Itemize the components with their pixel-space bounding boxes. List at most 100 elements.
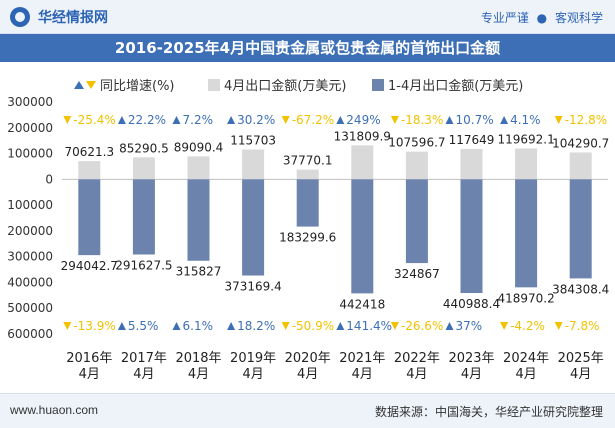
growth-arrow-ytd-up-icon <box>172 322 181 330</box>
y-tick-label: 600000 <box>7 327 53 341</box>
bar-april <box>132 157 155 180</box>
growth-arrow-ytd-down-icon <box>554 322 563 330</box>
growth-label-april: 249% <box>346 113 380 127</box>
bar-ytd <box>515 179 538 288</box>
growth-label-april: 7.2% <box>183 113 214 127</box>
footer-site-link[interactable]: www.huaon.com <box>10 403 99 417</box>
value-label-april: 119692.1 <box>497 132 554 146</box>
growth-arrow-april-down-icon <box>554 116 563 124</box>
x-tick-label-year: 2018年 <box>175 351 221 366</box>
bar-april <box>569 152 592 180</box>
bar-april <box>242 149 265 180</box>
legend-growth-down-icon <box>86 81 96 89</box>
brand-name: 华经情报网 <box>38 10 108 26</box>
y-tick-label: 300000 <box>7 250 53 264</box>
tagline: 专业严谨 ● 客观科学 <box>481 9 603 26</box>
value-label-ytd: 442418 <box>339 297 385 311</box>
value-label-april: 115703 <box>230 134 276 148</box>
x-tick-label-month: 4月 <box>242 367 263 382</box>
growth-arrow-ytd-down-icon <box>500 322 509 330</box>
y-tick-label: 500000 <box>7 301 53 315</box>
footer-bar: www.huaon.com 数据来源：中国海关，华经产业研究院整理 <box>0 393 615 428</box>
bar-ytd <box>132 179 155 255</box>
growth-label-april: -12.8% <box>565 113 607 127</box>
growth-label-ytd: 5.5% <box>128 319 158 333</box>
legend-ytd-swatch <box>372 79 384 91</box>
growth-label-april: 30.2% <box>237 113 275 127</box>
x-tick-label-year: 2022年 <box>394 351 440 366</box>
x-tick-label-month: 4月 <box>133 367 154 382</box>
value-label-april: 107596.7 <box>388 136 445 150</box>
growth-label-ytd: -13.9% <box>73 319 115 333</box>
value-label-april: 89090.4 <box>174 140 224 154</box>
bar-ytd <box>569 179 592 279</box>
growth-label-ytd: 141.4% <box>346 319 392 333</box>
tagline-separator: ● <box>536 11 548 25</box>
growth-label-ytd: -26.6% <box>401 319 443 333</box>
growth-arrow-april-up-icon <box>500 116 509 124</box>
x-tick-label-month: 4月 <box>570 367 591 382</box>
legend-april-swatch <box>208 79 220 91</box>
value-label-april: 131809.9 <box>334 129 391 143</box>
legend-ytd-label: 1-4月出口金额(万美元) <box>388 78 523 94</box>
growth-arrow-april-up-icon <box>336 116 345 124</box>
bar-april <box>296 169 319 180</box>
x-tick-label-year: 2016年 <box>66 351 112 366</box>
bar-april <box>187 156 210 180</box>
header-bar: 华经情报网 专业严谨 ● 客观科学 <box>0 0 615 34</box>
growth-arrow-ytd-up-icon <box>227 322 236 330</box>
value-label-april: 70621.3 <box>64 145 114 159</box>
x-tick-label-year: 2020年 <box>285 351 331 366</box>
value-label-ytd: 373169.4 <box>224 280 281 294</box>
growth-arrow-ytd-up-icon <box>336 322 345 330</box>
x-tick-label-month: 4月 <box>188 367 209 382</box>
y-tick-label: 100000 <box>7 198 53 212</box>
growth-arrow-ytd-up-icon <box>117 322 126 330</box>
bar-april <box>78 161 101 180</box>
growth-label-april: 4.1% <box>510 113 540 127</box>
growth-arrow-ytd-up-icon <box>445 322 454 330</box>
value-label-ytd: 324867 <box>394 267 440 281</box>
x-tick-label-month: 4月 <box>79 367 100 382</box>
x-tick-label-year: 2019年 <box>230 351 276 366</box>
growth-label-april: -18.3% <box>401 113 443 127</box>
growth-label-ytd: -7.8% <box>565 319 600 333</box>
growth-label-ytd: -50.9% <box>292 319 334 333</box>
growth-arrow-april-up-icon <box>445 116 454 124</box>
x-tick-label-year: 2021年 <box>339 351 385 366</box>
value-label-april: 104290.7 <box>552 136 609 150</box>
growth-arrow-ytd-down-icon <box>63 322 72 330</box>
y-tick-label: 0 <box>45 172 53 186</box>
bar-chart: 同比增速(%) 4月出口金额(万美元) 1-4月出口金额(万美元) 300000 200… <box>7 78 609 382</box>
x-tick-label-month: 4月 <box>352 367 373 382</box>
bar-april <box>351 145 374 180</box>
brand[interactable]: 华经情报网 <box>10 7 108 27</box>
growth-arrow-april-up-icon <box>117 116 126 124</box>
y-tick-label: 400000 <box>7 275 53 289</box>
bar-april <box>515 148 538 180</box>
x-tick-label-year: 2023年 <box>448 351 494 366</box>
legend-growth-up-icon <box>74 81 84 89</box>
growth-arrow-ytd-down-icon <box>390 322 399 330</box>
x-tick-label-month: 4月 <box>406 367 427 382</box>
growth-label-april: -25.4% <box>73 113 115 127</box>
value-label-april: 85290.5 <box>119 141 169 155</box>
value-label-ytd: 294042.7 <box>61 259 118 273</box>
x-tick-label-year: 2024年 <box>503 351 549 366</box>
value-label-ytd: 418970.2 <box>497 291 554 305</box>
bar-ytd <box>351 179 374 294</box>
chart-title: 2016-2025年4月中国贵金属或包贵金属的首饰出口金额 <box>0 34 615 62</box>
bar-ytd <box>405 179 428 264</box>
bar-ytd <box>460 179 483 294</box>
growth-arrow-april-down-icon <box>63 116 72 124</box>
growth-arrow-april-down-icon <box>390 116 399 124</box>
x-tick-label-month: 4月 <box>297 367 318 382</box>
x-tick-label-month: 4月 <box>515 367 536 382</box>
value-label-ytd: 183299.6 <box>279 231 336 245</box>
x-tick-label-year: 2025年 <box>558 351 604 366</box>
growth-arrow-april-up-icon <box>172 116 181 124</box>
y-tick-label: 200000 <box>7 121 53 135</box>
growth-label-april: -67.2% <box>292 113 334 127</box>
logo-icon <box>10 7 30 27</box>
y-tick-label: 200000 <box>7 224 53 238</box>
